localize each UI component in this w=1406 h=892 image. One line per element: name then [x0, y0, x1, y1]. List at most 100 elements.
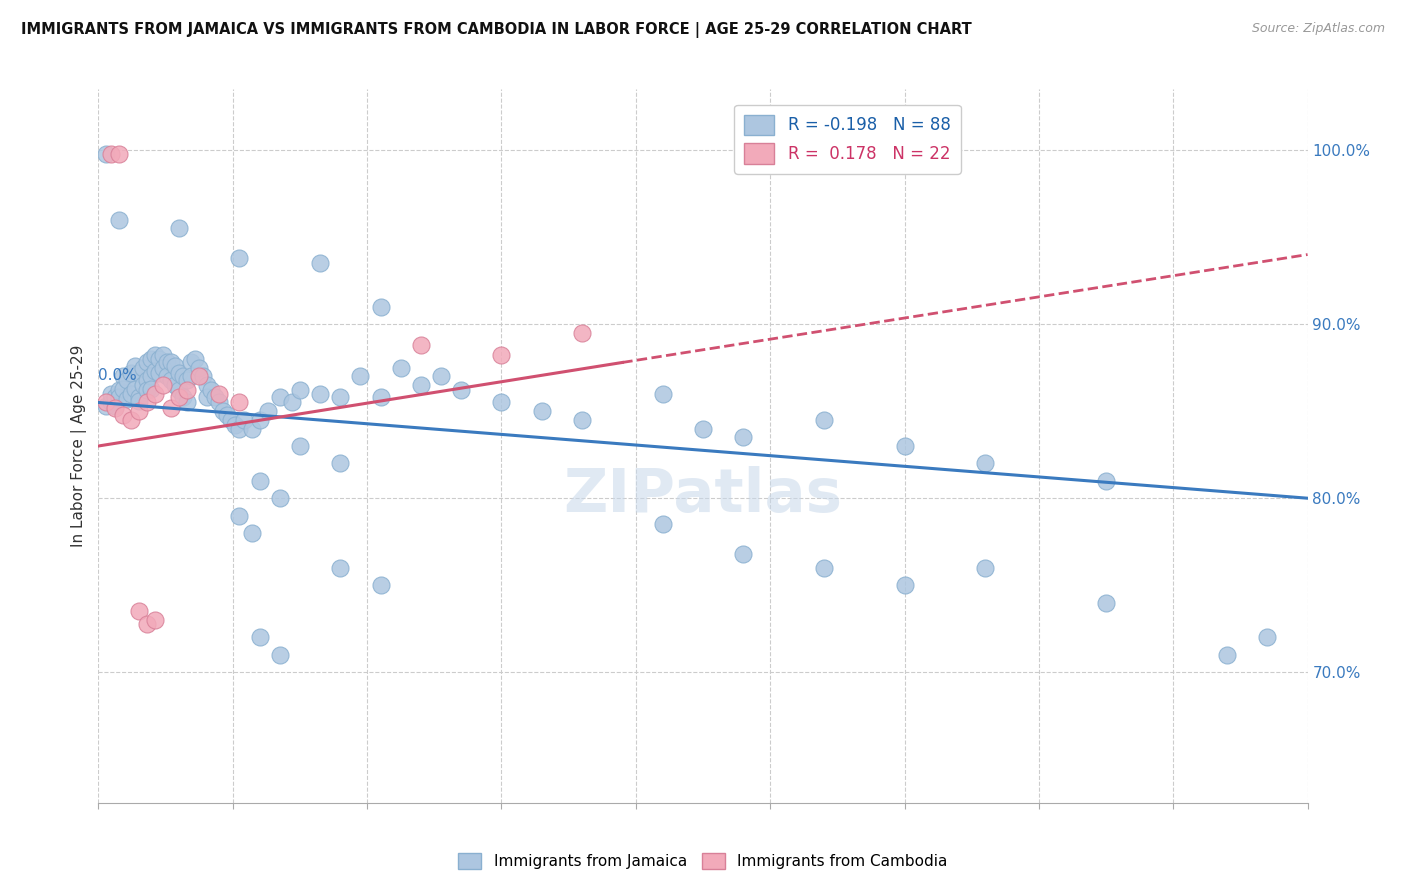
Point	[1256, 631, 1278, 645]
Point	[195, 378, 218, 392]
Point	[188, 369, 211, 384]
Point	[143, 386, 166, 401]
Point	[893, 439, 915, 453]
Point	[152, 349, 174, 363]
Point	[249, 413, 271, 427]
Point	[349, 369, 371, 384]
Point	[148, 366, 170, 380]
Point	[107, 390, 129, 404]
Text: IMMIGRANTS FROM JAMAICA VS IMMIGRANTS FROM CAMBODIA IN LABOR FORCE | AGE 25-29 C: IMMIGRANTS FROM JAMAICA VS IMMIGRANTS FR…	[21, 22, 972, 38]
Point	[269, 390, 291, 404]
Point	[450, 384, 472, 398]
Text: ZIPatlas: ZIPatlas	[564, 467, 842, 525]
Point	[430, 369, 453, 384]
Point	[228, 251, 250, 265]
Point	[228, 508, 250, 523]
Point	[172, 390, 194, 404]
Point	[1216, 648, 1239, 662]
Point	[176, 384, 198, 398]
Point	[96, 146, 118, 161]
Point	[139, 369, 162, 384]
Point	[152, 378, 174, 392]
Point	[103, 401, 125, 415]
Point	[651, 386, 673, 401]
Point	[128, 404, 150, 418]
Point	[491, 395, 513, 409]
Point	[193, 369, 215, 384]
Point	[228, 421, 250, 435]
Point	[135, 355, 157, 369]
Point	[1095, 474, 1118, 488]
Point	[208, 395, 231, 409]
Point	[103, 390, 125, 404]
Point	[135, 616, 157, 631]
Point	[188, 360, 211, 375]
Legend: R = -0.198   N = 88, R =  0.178   N = 22: R = -0.198 N = 88, R = 0.178 N = 22	[734, 104, 960, 174]
Point	[288, 384, 311, 398]
Point	[370, 390, 392, 404]
Point	[309, 386, 332, 401]
Point	[160, 355, 183, 369]
Point	[128, 604, 150, 618]
Point	[124, 382, 146, 396]
Point	[249, 631, 271, 645]
Point	[733, 430, 755, 444]
Point	[152, 360, 174, 375]
Point	[1095, 596, 1118, 610]
Point	[111, 369, 134, 384]
Point	[172, 369, 194, 384]
Point	[228, 395, 250, 409]
Point	[135, 373, 157, 387]
Point	[163, 378, 186, 392]
Point	[167, 366, 190, 380]
Point	[200, 384, 222, 398]
Point	[733, 547, 755, 561]
Point	[409, 378, 432, 392]
Point	[288, 439, 311, 453]
Point	[100, 386, 122, 401]
Point	[329, 457, 352, 471]
Point	[309, 256, 332, 270]
Point	[132, 378, 155, 392]
Point	[128, 366, 150, 380]
Point	[148, 351, 170, 366]
Point	[96, 395, 118, 409]
Point	[571, 326, 593, 340]
Text: 0.0%: 0.0%	[98, 368, 138, 383]
Point	[160, 401, 183, 415]
Point	[180, 369, 202, 384]
Point	[156, 369, 179, 384]
Point	[692, 421, 714, 435]
Point	[132, 360, 155, 375]
Point	[571, 413, 593, 427]
Point	[530, 404, 553, 418]
Point	[167, 384, 190, 398]
Point	[107, 212, 129, 227]
Point	[115, 373, 138, 387]
Point	[96, 399, 118, 413]
Point	[128, 390, 150, 404]
Point	[167, 390, 190, 404]
Point	[208, 386, 231, 401]
Point	[107, 146, 129, 161]
Y-axis label: In Labor Force | Age 25-29: In Labor Force | Age 25-29	[72, 345, 87, 547]
Point	[180, 355, 202, 369]
Point	[329, 561, 352, 575]
Point	[217, 408, 239, 422]
Point	[329, 390, 352, 404]
Point	[269, 648, 291, 662]
Point	[370, 578, 392, 592]
Point	[135, 395, 157, 409]
Point	[124, 359, 146, 373]
Point	[176, 373, 198, 387]
Legend: Immigrants from Jamaica, Immigrants from Cambodia: Immigrants from Jamaica, Immigrants from…	[453, 847, 953, 875]
Point	[128, 393, 150, 408]
Point	[204, 390, 226, 404]
Point	[232, 413, 254, 427]
Point	[813, 561, 835, 575]
Point	[184, 351, 207, 366]
Point	[120, 366, 142, 380]
Point	[143, 613, 166, 627]
Point	[167, 221, 190, 235]
Point	[100, 395, 122, 409]
